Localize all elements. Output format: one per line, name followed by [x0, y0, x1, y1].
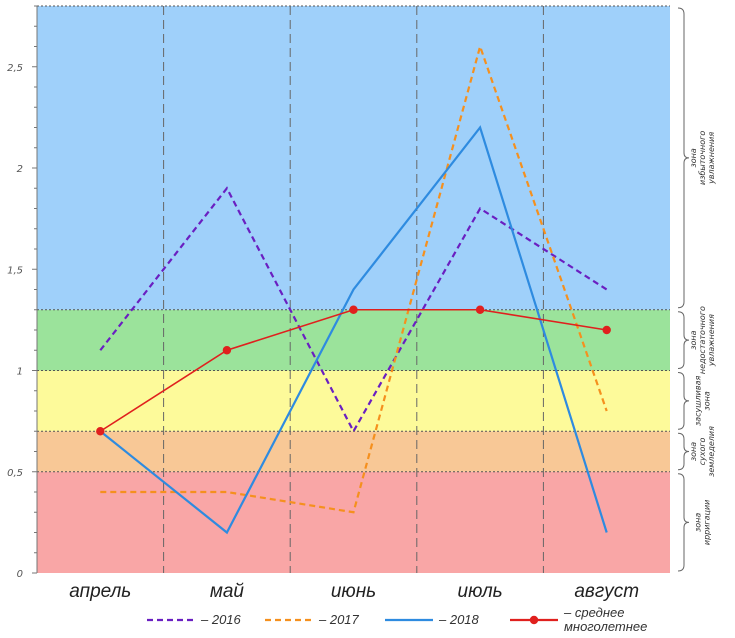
- zone-brace: [677, 473, 690, 572]
- y-tick-label: 0: [17, 569, 23, 580]
- series-point: [475, 305, 485, 314]
- series-line: [99, 186, 608, 434]
- zone-label-line: зона: [703, 391, 712, 410]
- x-tick-label: август: [574, 581, 639, 602]
- legend-label: многолетнее: [564, 619, 647, 634]
- zone-brace: [677, 7, 690, 309]
- series-point: [96, 427, 105, 436]
- zone-label-line: зона: [694, 513, 703, 532]
- zone-brace: [677, 432, 690, 471]
- zone-label-line: ирригации: [703, 500, 712, 546]
- x-tick-label: апрель: [69, 581, 131, 602]
- x-tick-label: май: [210, 581, 245, 602]
- series-point: [349, 305, 358, 314]
- zone-label: зона недостаточного увлажнения: [689, 306, 716, 374]
- legend-label: – 2018: [438, 612, 480, 627]
- y-tick-label: 1: [17, 367, 23, 378]
- zone-brace: [677, 311, 690, 369]
- zone-band: [37, 6, 670, 310]
- series-point: [222, 346, 232, 355]
- zone-band: [37, 471, 670, 573]
- zone-label-line: недостаточного: [698, 306, 707, 374]
- zone-band: [37, 309, 670, 371]
- zone-brace: [677, 372, 690, 430]
- zone-label: засушливая зона: [694, 376, 712, 427]
- legend-label: – среднее: [563, 605, 624, 620]
- zone-label-line: зона: [689, 330, 698, 349]
- zone-label-line: избыточного: [698, 131, 707, 185]
- series-line: [99, 125, 608, 535]
- zone-label: зона сухого земледелия: [689, 426, 716, 477]
- zones-layer: [37, 6, 670, 573]
- x-tick-label: июль: [458, 581, 503, 602]
- x-tick-label: июнь: [331, 581, 376, 602]
- zone-label-line: земледелия: [707, 426, 716, 477]
- x-axis: апрель май июнь июль август: [69, 581, 639, 602]
- zone-label: зона избыточного увлажнения: [689, 131, 716, 185]
- legend-marker: [529, 615, 539, 625]
- y-tick-label: 2: [17, 164, 23, 175]
- zone-label-line: зона: [689, 442, 698, 461]
- y-tick-label: 0,5: [7, 468, 23, 479]
- zone-label-line: засушливая: [694, 376, 703, 427]
- y-axis: 0 0,5 1 1,5 2 2,5: [7, 5, 38, 580]
- zone-label-line: увлажнения: [707, 132, 716, 185]
- zone-band: [37, 431, 670, 472]
- legend-label: – 2016: [200, 612, 242, 627]
- y-tick-label: 2,5: [7, 63, 23, 74]
- series-layer: [96, 42, 611, 535]
- zone-band: [37, 370, 670, 432]
- series-point: [602, 325, 611, 335]
- zone-label-line: зона: [689, 148, 698, 167]
- series-line: [100, 42, 608, 514]
- y-tick-label: 1,5: [7, 265, 23, 276]
- zone-label: зона ирригации: [694, 500, 712, 546]
- zone-label-line: сухого: [698, 437, 707, 465]
- legend-label: – 2017: [318, 612, 360, 627]
- zone-label-line: увлажнения: [707, 314, 716, 367]
